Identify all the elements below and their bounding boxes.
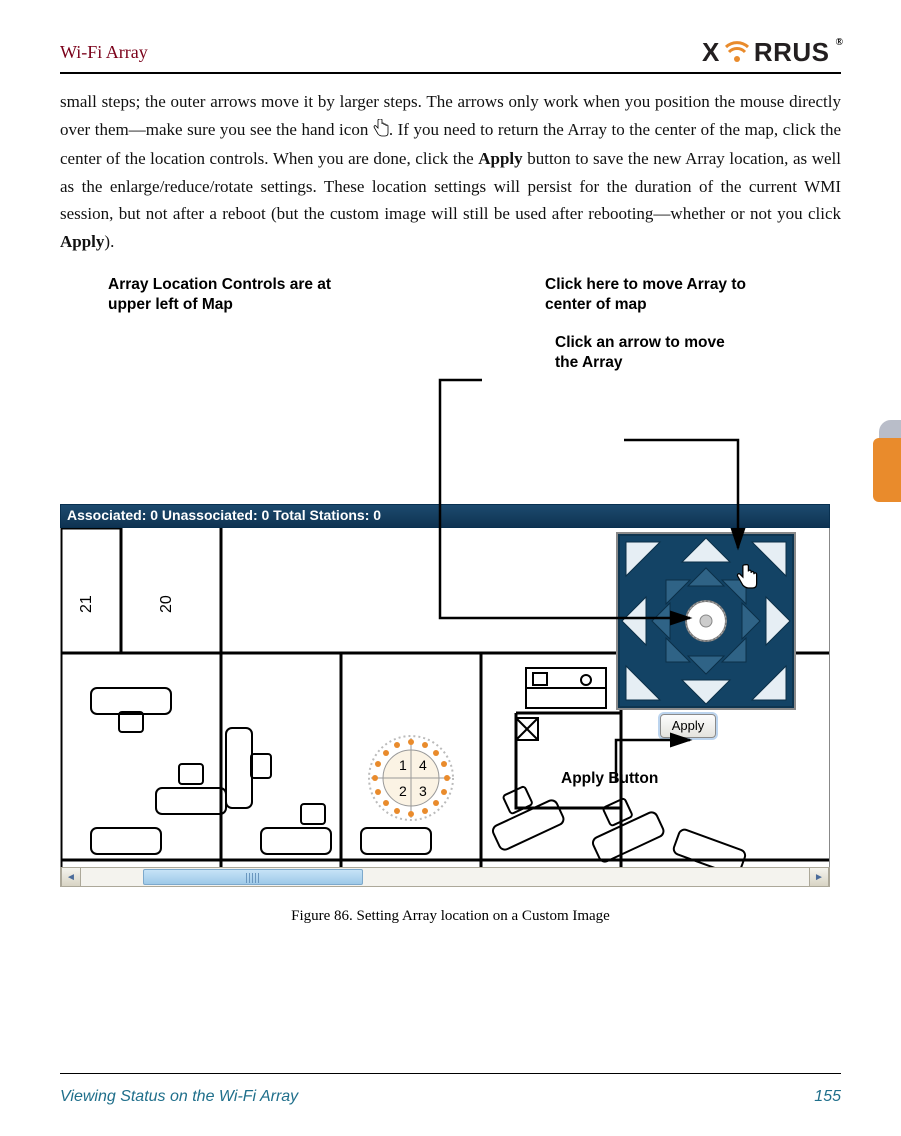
apply-button[interactable]: Apply: [660, 714, 716, 738]
annot-location-controls: Array Location Controls are at upper lef…: [108, 275, 338, 315]
body-paragraph: small steps; the outer arrows move it by…: [60, 88, 841, 255]
scroll-track[interactable]: [81, 868, 809, 886]
figure-caption: Figure 86. Setting Array location on a C…: [0, 908, 901, 925]
side-tab-icon: [873, 420, 901, 502]
brand-logo: X RRUS ®: [702, 37, 841, 68]
svg-text:2: 2: [399, 783, 407, 799]
scroll-left-button[interactable]: ◄: [61, 868, 81, 886]
annot-click-arrow-l1: Click an arrow to move: [555, 334, 725, 351]
annot-click-center: Click here to move Array to center of ma…: [545, 275, 775, 315]
room-label-20: 20: [158, 595, 175, 613]
svg-text:3: 3: [419, 783, 427, 799]
hand-cursor-icon: [736, 564, 758, 595]
status-bar: Associated: 0 Unassociated: 0 Total Stat…: [60, 504, 830, 528]
array-sensor-icon: 1 4 2 3: [369, 736, 453, 820]
figure-86: Associated: 0 Unassociated: 0 Total Stat…: [60, 504, 830, 904]
annot-click-arrow-l2: the Array: [555, 354, 622, 371]
body-bold-apply-1: Apply: [478, 149, 522, 168]
hand-cursor-icon: [373, 118, 389, 146]
body-bold-apply-2: Apply: [60, 232, 104, 251]
footer-page-number: 155: [814, 1088, 841, 1106]
scroll-thumb[interactable]: [143, 869, 363, 885]
horizontal-scrollbar[interactable]: ◄ ►: [60, 867, 830, 887]
logo-wifi-icon: [724, 39, 750, 65]
room-label-21: 21: [78, 595, 95, 613]
header-rule: [60, 72, 841, 74]
annot-click-arrow: Click an arrow to move the Array: [555, 333, 795, 373]
svg-text:4: 4: [419, 757, 427, 773]
footer-section-title: Viewing Status on the Wi-Fi Array: [60, 1088, 298, 1106]
svg-text:1: 1: [399, 757, 407, 773]
footer-rule: [60, 1073, 841, 1074]
body-text-1d: ).: [104, 232, 114, 251]
logo-text-post: RRUS: [754, 37, 830, 68]
scroll-right-button[interactable]: ►: [809, 868, 829, 886]
annot-apply-button: Apply Button: [561, 770, 658, 788]
logo-registered-icon: ®: [836, 37, 843, 48]
location-control-panel[interactable]: [616, 532, 796, 710]
page-header-title: Wi-Fi Array: [60, 42, 148, 63]
logo-text-pre: X: [702, 37, 720, 68]
